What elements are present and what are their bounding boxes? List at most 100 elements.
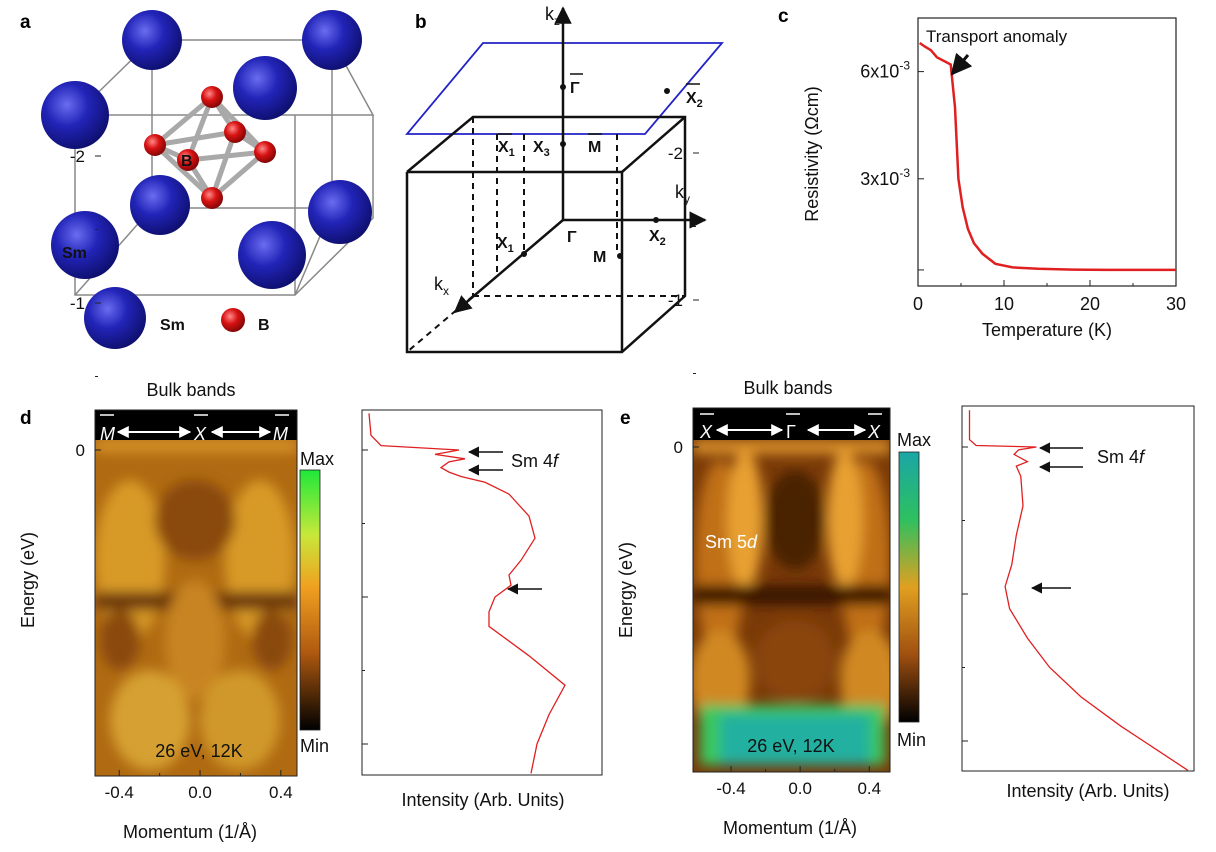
edc-frame-d [361, 409, 603, 776]
atom-label-sm: Sm [62, 245, 87, 262]
gamma-bar-label: Γ [570, 73, 583, 97]
panel-d: d Bulk bands [18, 147, 603, 842]
colorbar-max-d: Max [300, 449, 334, 469]
b-atom [254, 141, 276, 163]
panel-c: c 0 10 20 30 3x10-3 6x10-3 Transport anomaly… [778, 6, 1186, 340]
svg-text:M: M [588, 139, 601, 156]
panel-a: a B [20, 10, 375, 349]
sm-atom [238, 221, 306, 289]
colorbar-d [299, 469, 321, 731]
edc-ticks-d [362, 449, 368, 745]
k-axes [453, 6, 707, 314]
panel-label-b: b [415, 12, 427, 33]
samarium-atoms [41, 10, 372, 289]
title-d: Bulk bands [146, 380, 235, 400]
anomaly-arrow [950, 52, 973, 76]
frame-e [692, 407, 891, 773]
x1-label: X1 [497, 235, 514, 255]
x-tick-label-c: 0 [913, 294, 923, 314]
edc-xlabel-e: Intensity (Arb. Units) [1006, 781, 1169, 801]
svg-text:X: X [699, 422, 713, 442]
sm-atom [130, 175, 190, 235]
colorbar-min-e: Min [897, 730, 926, 750]
edc-ticks-e [962, 446, 968, 742]
svg-text:X2: X2 [686, 90, 703, 110]
panel-label-c: c [778, 6, 789, 27]
anomaly-annotation: Transport anomaly [926, 27, 1068, 46]
svg-text:M: M [273, 424, 288, 444]
x-tick-label: 0.4 [269, 783, 293, 802]
y-tick-label: 0 [76, 441, 85, 460]
x2-label: X2 [649, 228, 666, 248]
resistivity-curve [918, 41, 1176, 272]
m-label: M [593, 249, 606, 266]
sm-atom [302, 10, 362, 70]
colorbar-min-d: Min [300, 736, 329, 756]
y-tick-label: -2 [70, 147, 85, 166]
high-symmetry-points [521, 84, 670, 259]
kz-label: kz [545, 4, 560, 28]
y-tick-label: -1 [668, 291, 683, 310]
edc-curve-d [368, 413, 566, 774]
y-axis-label-e: Energy (eV) [616, 542, 636, 638]
gamma-label: Γ [567, 229, 577, 246]
x1-bar-label: X1 [498, 133, 515, 159]
legend-sm-label: Sm [160, 317, 185, 334]
axis-ticks-d: -0.4 0.0 0.4 0 -1 -2 [70, 147, 293, 802]
y-tick-label: -1 [70, 294, 85, 313]
y-tick-label-c: 3x10-3 [860, 166, 910, 189]
x-axis-label-c: Temperature (K) [982, 320, 1112, 340]
edc-label-e: Sm 4f [1097, 447, 1146, 467]
y-axis-label-d: Energy (eV) [18, 532, 38, 628]
svg-text:Γ: Γ [786, 422, 796, 442]
panel-label-a: a [20, 12, 31, 33]
panel-label-e: e [620, 408, 631, 429]
legend-b-label: B [258, 317, 270, 334]
x-tick-label: 0.0 [788, 779, 812, 798]
panel-b: b kz ky kx [405, 4, 724, 354]
y-tick-label: 0 [674, 438, 683, 457]
b-atom [201, 187, 223, 209]
y-ticks-c: 3x10-3 6x10-3 [860, 59, 924, 271]
atom-label-b: B [181, 153, 193, 170]
k-path-e: X Γ X [699, 413, 882, 442]
arpes-image-e [693, 408, 890, 772]
legend-sm-swatch [84, 287, 146, 349]
b-atom [177, 149, 199, 171]
x2-bar-label: X2 [686, 83, 703, 110]
svg-text:Γ: Γ [570, 80, 580, 97]
edc-curve-e [968, 410, 1189, 771]
axis-ticks-e: -0.4 0.0 0.4 0 -1 -2 [668, 144, 881, 798]
edc-frame-e [961, 405, 1195, 772]
legend-b-swatch [221, 308, 245, 332]
sm-atom [41, 81, 109, 149]
title-e: Bulk bands [743, 378, 832, 398]
y-tick-label: -2 [668, 144, 683, 163]
overlay-d: 26 eV, 12K [155, 741, 242, 761]
svg-text:M: M [100, 424, 115, 444]
k-path-d: M X M [100, 414, 289, 444]
x-tick-label: 0.0 [188, 783, 212, 802]
arpes-image-d [95, 410, 297, 776]
x-tick-label-c: 30 [1166, 294, 1186, 314]
x-tick-label: -0.4 [716, 779, 745, 798]
sm-atom [51, 211, 119, 279]
edc-xlabel-d: Intensity (Arb. Units) [401, 790, 564, 810]
y-tick-label-c: 6x10-3 [860, 59, 910, 82]
sm-atom [122, 10, 182, 70]
b-atom [144, 134, 166, 156]
b-atom [224, 121, 246, 143]
x-axis-label-d: Momentum (1/Å) [123, 822, 257, 842]
x-tick-label: 0.4 [857, 779, 881, 798]
kx-label: kx [434, 274, 449, 298]
surface-brillouin-zone [405, 42, 724, 135]
sm-atom [308, 180, 372, 244]
colorbar-e [898, 451, 920, 723]
m-bar-label: M [588, 133, 602, 156]
panel-label-d: d [20, 408, 32, 429]
x-ticks-c: 0 10 20 30 [913, 280, 1186, 314]
svg-text:X: X [193, 424, 207, 444]
x-tick-label-c: 20 [1080, 294, 1100, 314]
overlay-e: 26 eV, 12K [747, 736, 834, 756]
